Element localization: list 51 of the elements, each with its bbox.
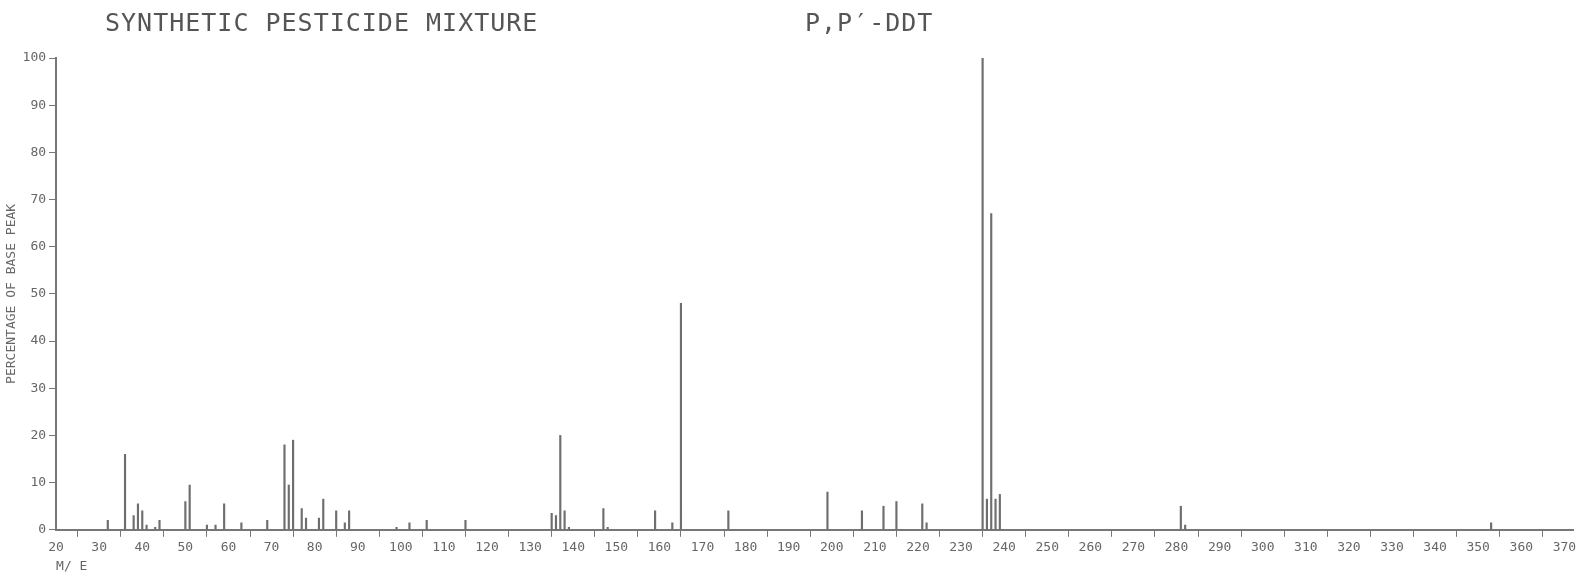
x-tick-label: 80: [306, 538, 323, 554]
y-tick-label: 100: [22, 49, 47, 65]
x-tick-label: 260: [1078, 538, 1103, 554]
x-tick-label: 190: [776, 538, 801, 554]
x-tick-label: 180: [733, 538, 758, 554]
x-tick-label: 230: [949, 538, 973, 554]
y-tick-label: 60: [30, 238, 47, 254]
y-tick-label: 30: [30, 379, 47, 395]
y-tick-label: 10: [30, 473, 47, 489]
chart-subtitle: P,P′-DDT: [805, 8, 934, 37]
y-tick-label: 80: [30, 143, 47, 159]
x-tick-label: 30: [91, 538, 107, 554]
y-tick-label: 70: [30, 190, 47, 206]
x-tick-label: 210: [863, 538, 887, 554]
x-tick-label: 70: [263, 538, 280, 554]
x-tick-label: 60: [220, 538, 237, 554]
x-tick-label: 160: [647, 538, 672, 554]
y-tick-label: 0: [38, 521, 47, 537]
x-tick-label: 370: [1552, 538, 1577, 554]
x-tick-label: 220: [906, 538, 930, 554]
x-tick-label: 40: [134, 538, 151, 554]
x-tick-label: 360: [1509, 538, 1534, 554]
y-tick-label: 20: [30, 426, 47, 442]
x-tick-label: 270: [1121, 538, 1146, 554]
x-tick-label: 350: [1466, 538, 1490, 554]
chart-title: SYNTHETIC PESTICIDE MIXTURE: [105, 8, 539, 37]
x-axis-title: M/ E: [56, 557, 88, 573]
x-tick-label: 50: [177, 538, 194, 554]
x-tick-label: 310: [1294, 538, 1318, 554]
x-tick-label: 240: [992, 538, 1016, 554]
x-tick-label: 140: [561, 538, 585, 554]
x-tick-label: 120: [475, 538, 499, 554]
x-tick-label: 130: [518, 538, 542, 554]
x-tick-label: 170: [690, 538, 715, 554]
x-tick-label: 330: [1380, 538, 1404, 554]
y-axis-title: PERCENTAGE OF BASE PEAK: [3, 203, 19, 384]
x-tick-label: 250: [1035, 538, 1059, 554]
x-tick-label: 100: [389, 538, 413, 554]
x-tick-label: 90: [349, 538, 366, 554]
x-tick-label: 320: [1337, 538, 1361, 554]
x-tick-label: 280: [1164, 538, 1189, 554]
x-tick-label: 110: [432, 538, 456, 554]
y-tick-label: 40: [30, 332, 47, 348]
x-tick-label: 300: [1250, 538, 1275, 554]
x-tick-label: 200: [820, 538, 844, 554]
x-tick-label: 150: [604, 538, 629, 554]
x-tick-label: 20: [48, 538, 64, 554]
y-tick-label: 90: [30, 96, 47, 112]
y-tick-label: 50: [30, 285, 47, 301]
x-tick-label: 290: [1207, 538, 1232, 554]
x-tick-label: 340: [1423, 538, 1447, 554]
